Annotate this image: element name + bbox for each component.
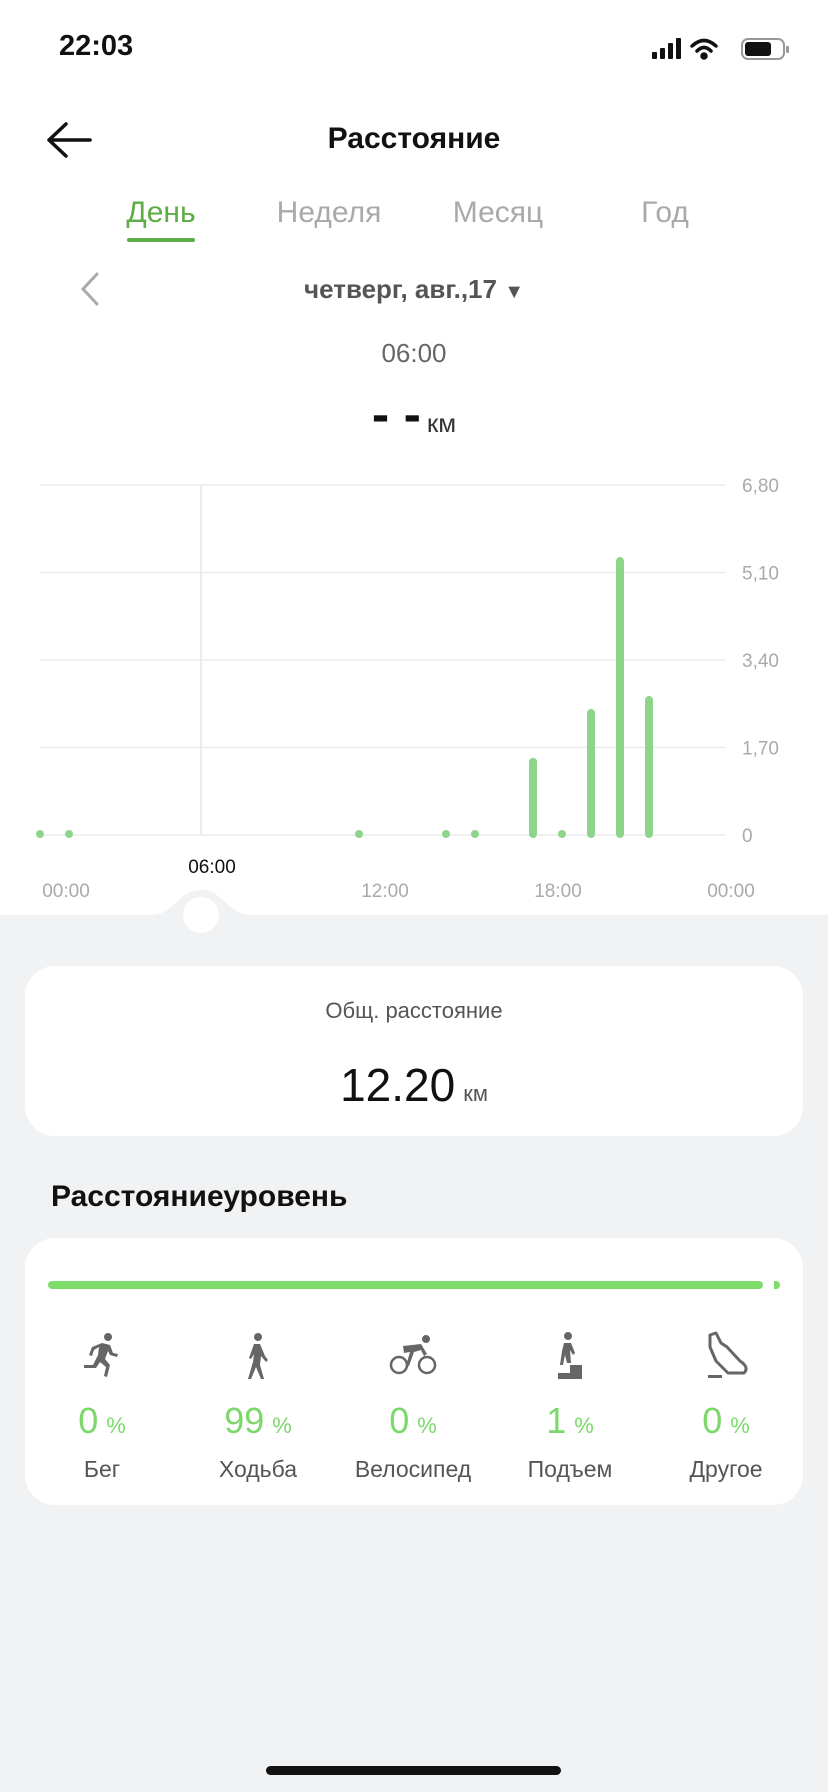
x-tick-label: 00:00	[707, 881, 755, 902]
y-tick-label: 3,40	[742, 651, 779, 672]
distance-bar-chart[interactable]: 6,80 5,10 3,40 1,70 0 00:00 12:00 18:00 00:00 06:…	[0, 0, 828, 940]
total-distance-unit: км	[463, 1081, 488, 1106]
active-tab-indicator	[127, 238, 195, 242]
dropdown-triangle-icon: ▼	[504, 281, 524, 303]
activity-label: Ходьба	[218, 1456, 298, 1482]
cycling-icon	[389, 1335, 437, 1375]
cursor-time-label: 06:00	[188, 857, 236, 878]
activity-label: Бег	[83, 1456, 121, 1482]
activity-percent: 0%	[22, 1400, 182, 1442]
activity-label: Другое	[689, 1456, 763, 1482]
activity-percent-value: 0	[78, 1400, 99, 1441]
x-tick-label: 18:00	[534, 881, 582, 902]
activity-label: Подъем	[527, 1456, 613, 1482]
activity-percent: 0%	[333, 1400, 493, 1442]
breakdown-heading: Расстояниеуровень	[51, 1180, 348, 1213]
bar	[558, 830, 566, 838]
slider-track	[0, 890, 828, 940]
x-tick-label: 12:00	[361, 881, 409, 902]
bar	[355, 830, 363, 838]
activity-percent-unit: %	[417, 1413, 437, 1438]
activity-percent-value: 0	[389, 1400, 410, 1441]
activity-percent-unit: %	[106, 1413, 126, 1438]
status-icons	[652, 38, 789, 60]
selected-value-unit: км	[426, 408, 457, 438]
signal-icon	[652, 38, 681, 59]
bar	[587, 708, 595, 838]
walking-icon	[248, 1333, 268, 1379]
activity-label: Велосипед	[354, 1456, 472, 1482]
chart-panel	[0, 0, 828, 915]
bar	[616, 557, 624, 838]
walking-progress-bar	[48, 1281, 763, 1289]
shoe-icon	[708, 1331, 748, 1378]
selected-value-number: - -	[371, 386, 421, 444]
activity-percent-value: 0	[702, 1400, 723, 1441]
total-distance-card: Общ. расстояние 12.20 км	[25, 966, 803, 1136]
x-tick-label: 00:00	[42, 881, 90, 902]
activity-percent-unit: %	[272, 1413, 292, 1438]
tab-day[interactable]: День	[126, 196, 196, 229]
bar	[65, 830, 73, 838]
activity-percent-unit: %	[574, 1413, 594, 1438]
home-indicator	[266, 1766, 561, 1775]
date-label: четверг, авг.,17	[304, 274, 497, 304]
battery-icon	[741, 38, 789, 60]
activity-3: 1% Подъем	[490, 1331, 650, 1483]
total-distance-label: Общ. расстояние	[325, 998, 503, 1023]
bar	[36, 830, 44, 838]
bar	[645, 696, 653, 838]
activity-2: 0% Велосипед	[333, 1331, 493, 1483]
activity-percent: 1%	[490, 1400, 650, 1442]
total-distance-value: 12.20	[340, 1059, 456, 1111]
running-icon	[84, 1333, 118, 1377]
bar	[529, 757, 537, 838]
climb-progress-bar	[774, 1281, 780, 1289]
tab-month[interactable]: Месяц	[452, 196, 544, 229]
back-arrow-icon[interactable]	[46, 122, 92, 158]
activity-percent-value: 99	[224, 1400, 265, 1441]
activity-1: 99% Ходьба	[178, 1331, 338, 1483]
bar	[442, 830, 450, 838]
total-distance-value-row: 12.20 км	[25, 1058, 803, 1112]
activity-0: 0% Бег	[22, 1331, 182, 1483]
date-selector[interactable]: четверг, авг.,17 ▼	[0, 274, 828, 305]
activity-percent: 99%	[178, 1400, 338, 1442]
activity-breakdown-card: 0% Бег 99% Ходьба 0% Велосипед 1% Подъем…	[25, 1238, 803, 1505]
activity-percent-value: 1	[546, 1400, 567, 1441]
page-title: Расстояние	[327, 122, 501, 155]
y-tick-label: 0	[742, 826, 753, 847]
y-tick-label: 1,70	[742, 739, 779, 760]
time-slider-handle[interactable]	[183, 897, 219, 933]
stairs-climb-icon	[558, 1332, 582, 1379]
selected-time: 06:00	[381, 338, 447, 368]
tab-week[interactable]: Неделя	[276, 196, 382, 229]
selected-value: - - км	[0, 385, 828, 445]
tab-year[interactable]: Год	[641, 196, 689, 229]
activity-4: 0% Другое	[646, 1331, 806, 1483]
activity-percent-unit: %	[730, 1413, 750, 1438]
status-time: 22:03	[59, 30, 134, 62]
y-tick-label: 5,10	[742, 564, 779, 585]
wifi-icon	[690, 38, 718, 60]
activity-percent: 0%	[646, 1400, 806, 1442]
previous-day-chevron-icon[interactable]	[80, 272, 100, 306]
bar	[471, 830, 479, 838]
y-tick-label: 6,80	[742, 476, 779, 497]
